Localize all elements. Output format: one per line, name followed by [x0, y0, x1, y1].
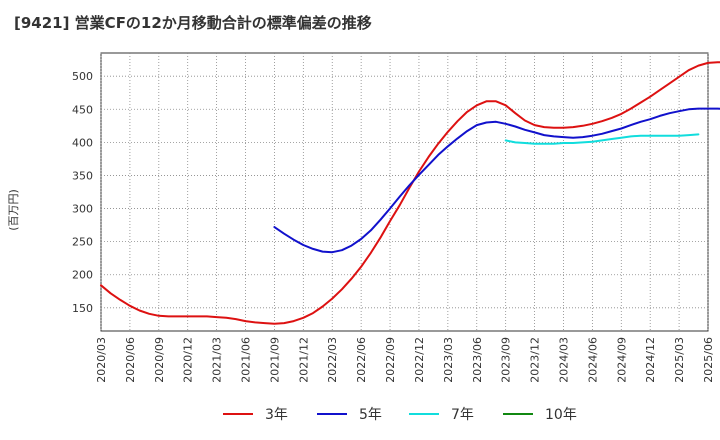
x-tick-label: 2021/09 — [268, 337, 281, 383]
x-tick-label: 2023/03 — [442, 337, 455, 383]
x-tick-label: 2022/03 — [326, 337, 339, 383]
x-tick-label: 2024/09 — [615, 337, 628, 383]
y-tick-label: 200 — [72, 269, 93, 282]
chart-title: [9421] 営業CFの12か月移動合計の標準偏差の推移 — [14, 14, 372, 32]
legend-label: 5年 — [359, 407, 382, 423]
legend-label: 10年 — [545, 407, 577, 423]
x-tick-label: 2023/06 — [471, 337, 484, 383]
x-tick-label: 2020/12 — [182, 337, 195, 383]
x-tick-label: 2025/03 — [673, 337, 686, 383]
x-tick-label: 2023/09 — [500, 337, 513, 383]
x-tick-label: 2024/03 — [557, 337, 570, 383]
x-tick-label: 2020/09 — [153, 337, 166, 383]
series-line-7年 — [504, 133, 700, 145]
legend-label: 3年 — [265, 407, 288, 423]
x-tick-label: 2020/03 — [95, 337, 108, 383]
x-tick-label: 2024/12 — [644, 337, 657, 383]
y-tick-label: 350 — [72, 169, 93, 182]
x-tick-label: 2024/06 — [586, 337, 599, 383]
x-tick-label: 2021/03 — [211, 337, 224, 383]
x-tick-label: 2025/06 — [702, 337, 715, 383]
y-tick-label: 400 — [72, 136, 93, 149]
y-tick-label: 150 — [72, 302, 93, 315]
x-tick-label: 2022/12 — [413, 337, 426, 383]
x-tick-label: 2022/09 — [384, 337, 397, 383]
x-tick-label: 2021/12 — [297, 337, 310, 383]
series-line-3年 — [100, 61, 720, 325]
y-tick-label: 250 — [72, 236, 93, 249]
x-tick-label: 2023/12 — [529, 337, 542, 383]
y-axis-label: (百万円) — [7, 189, 20, 231]
legend-label: 7年 — [451, 407, 474, 423]
y-tick-label: 450 — [72, 103, 93, 116]
grid — [100, 53, 709, 331]
y-tick-label: 500 — [72, 70, 93, 83]
x-tick-label: 2022/06 — [355, 337, 368, 383]
series-lines — [100, 61, 720, 325]
y-tick-label: 300 — [72, 203, 93, 216]
x-axis: 2020/03 2020/06 2020/09 2020/12 2021/03 2021/… — [95, 337, 715, 383]
x-tick-label: 2021/06 — [240, 337, 253, 383]
legend: 3年 5年 7年 10年 — [223, 407, 577, 423]
y-axis: 150 200 250 300 350 400 450 500 — [72, 70, 93, 315]
series-line-5年 — [273, 107, 720, 254]
x-tick-label: 2020/06 — [124, 337, 137, 383]
